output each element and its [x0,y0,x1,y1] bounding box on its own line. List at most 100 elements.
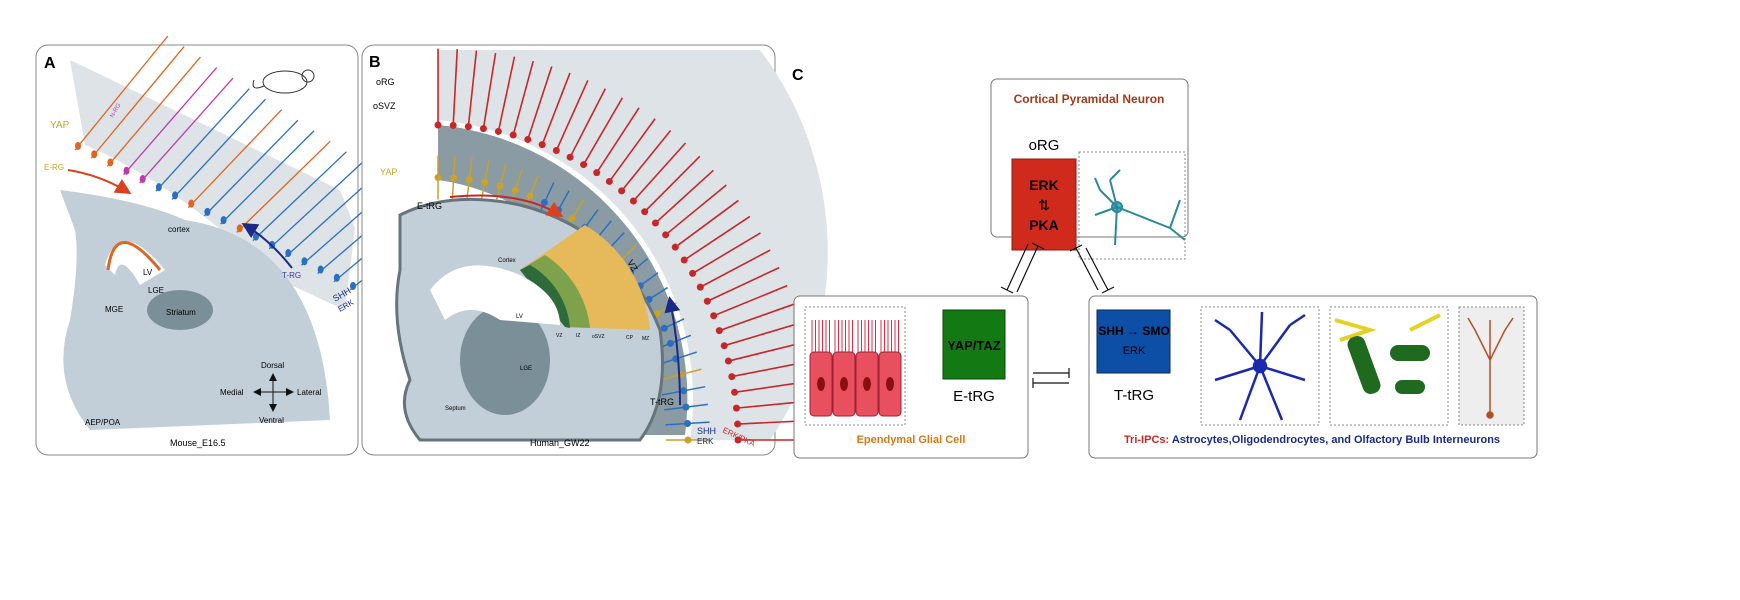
label-cortex: cortex [168,225,190,234]
outer-radial-glia-fiber [654,169,714,224]
ependymal-nucleus [863,377,871,391]
label-osvz: oSVZ [373,101,396,111]
label-lv: LV [516,314,523,320]
label-shh-smo: SHH → SMO [1098,324,1169,338]
radial-glia-soma [172,191,179,200]
truncated-radial-glia-soma [653,310,661,318]
title-tri-ipcs-prefix: Tri-IPCs: [1124,434,1169,446]
radial-glia-fiber [123,67,218,176]
label-lateral: Lateral [297,388,322,397]
outer-radial-glia-soma [720,342,728,350]
radial-glia-soma [188,199,195,208]
outer-radial-glia-fiber [569,88,607,158]
radial-glia-soma [301,257,308,266]
label-t-trg: T-tRG [1114,387,1154,404]
label-yap: YAP [50,120,70,131]
radial-glia-fiber [90,46,185,159]
label-e-trg: E-tRG [417,201,442,211]
label-yap-taz: YAP/TAZ [947,338,1001,353]
ependymal-cells-icon [809,320,902,417]
reversible-arrow-icon: ⇅ [1038,197,1050,213]
panel-b: B Cortex LV LGE Septum VZ IZ oSVZ CP MZ … [361,44,828,456]
outer-radial-glia-soma [629,197,637,205]
label-t-trg: T-tRG [650,397,674,407]
label-pka: PKA [1029,217,1059,233]
e-rg-arrow [67,169,132,195]
outer-radial-glia-fiber [713,284,788,317]
outer-radial-glia-soma [651,219,659,227]
panel-letter-a: A [44,55,56,72]
truncated-radial-glia-soma [666,339,674,347]
label-striatum: Striatum [166,308,196,317]
radial-glia-fiber [187,109,283,209]
caption-mouse: Mouse_E16.5 [170,438,226,448]
outer-radial-glia-soma [696,283,704,291]
yap-taz-box [942,309,1006,380]
outer-radial-glia-soma [671,243,679,251]
label-zone-vz: VZ [556,333,562,339]
outer-radial-glia-fiber [541,72,571,145]
outer-radial-glia-soma [509,131,517,139]
outer-radial-glia-soma [724,357,732,365]
outer-radial-glia-soma [703,297,711,305]
radial-glia-fiber [268,161,363,250]
label-shh: SHH [697,426,716,436]
title-ependymal-glial-cell: Ependymal Glial Cell [857,434,966,446]
label-medial: Medial [220,388,244,397]
label-t-rg: T-RG [282,271,301,280]
radial-glia-fiber [155,88,250,192]
truncated-radial-glia-soma [450,174,458,182]
radial-glia-soma [317,265,324,274]
panel-letter-b: B [369,54,381,71]
compass: Dorsal Ventral Medial Lateral [220,361,322,425]
outer-radial-glia-fiber [512,60,535,136]
outer-radial-glia-fiber [555,79,589,151]
outer-radial-glia-soma [618,187,626,195]
radial-glia-soma [123,166,130,175]
outer-radial-glia-soma [538,141,546,149]
outer-radial-glia-fiber [582,97,624,165]
outer-radial-glia-soma [434,121,442,129]
truncated-radial-glia-soma [511,186,519,194]
truncated-radial-glia-soma [526,192,534,200]
radial-glia-soma [155,183,162,192]
outer-radial-glia-soma [715,327,723,335]
label-ventral: Ventral [259,416,284,425]
outer-radial-glia-soma [605,177,613,185]
label-org: oRG [1029,137,1060,154]
outer-radial-glia-soma [566,153,574,161]
truncated-radial-glia-soma [660,324,668,332]
outer-radial-glia-fiber [674,199,739,248]
truncated-radial-glia-soma [496,182,504,190]
outer-radial-glia-fiber [665,184,727,236]
label-lv: LV [143,268,153,277]
label-e-trg: E-tRG [953,388,995,405]
truncated-radial-glia-soma [680,387,688,395]
shh-smo-box [1096,309,1171,374]
title-tri-ipcs: Tri-IPCs: Astrocytes,Oligodendrocytes, a… [1124,434,1500,446]
ependymal-nucleus [840,377,848,391]
label-cortex: Cortex [498,258,516,264]
outer-radial-glia-soma [662,231,670,239]
label-zone-cp: CP [626,335,634,341]
truncated-radial-glia-soma [568,214,576,222]
title-tri-ipcs-rest: Astrocytes,Oligodendrocytes, and Olfacto… [1169,434,1500,446]
outer-radial-glia-soma [494,127,502,135]
outer-radial-glia-fiber [683,215,751,261]
label-erk: ERK [697,437,714,446]
pyramidal-neuron-icon [1094,169,1186,246]
radial-glia-soma [91,150,98,159]
outer-radial-glia-soma [552,147,560,155]
radial-glia-soma [204,207,211,216]
outer-radial-glia-soma [464,123,472,131]
outer-radial-glia-fiber [497,56,516,132]
label-lge: LGE [520,366,532,372]
radial-glia-fiber [252,151,347,242]
outer-radial-glia-fiber [527,66,553,140]
outer-radial-glia-soma [449,121,457,129]
ependymal-nucleus [817,377,825,391]
label-lge: LGE [148,286,164,295]
label-yap: YAP [380,167,397,177]
outer-radial-glia-fiber [608,118,656,182]
ependymal-glial-cell-box: YAP/TAZ E-tRG Ependymal Glial Cell [793,295,1029,459]
